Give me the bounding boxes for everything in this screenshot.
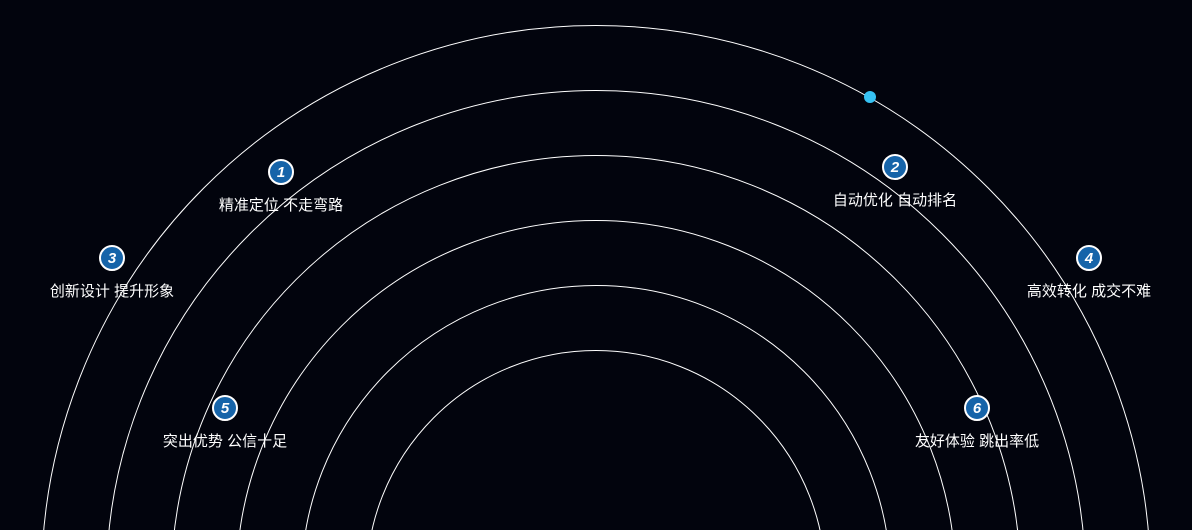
feature-node-3: 3 xyxy=(99,245,125,271)
feature-node-number: 1 xyxy=(277,164,285,181)
feature-node-4: 4 xyxy=(1076,245,1102,271)
feature-node-number: 2 xyxy=(891,159,899,176)
feature-node-label: 突出优势 公信十足 xyxy=(163,430,287,451)
feature-node-2: 2 xyxy=(882,154,908,180)
feature-node-number: 4 xyxy=(1085,250,1093,267)
feature-node-1: 1 xyxy=(268,159,294,185)
feature-node-6: 6 xyxy=(964,395,990,421)
feature-node-number: 6 xyxy=(973,400,981,417)
accent-marker-dot xyxy=(864,91,876,103)
feature-node-label: 高效转化 成交不难 xyxy=(1027,280,1151,301)
feature-node-number: 3 xyxy=(108,250,116,267)
feature-node-label: 创新设计 提升形象 xyxy=(50,280,174,301)
feature-node-number: 5 xyxy=(221,400,229,417)
feature-node-label: 自动优化 自动排名 xyxy=(833,189,957,210)
feature-node-label: 友好体验 跳出率低 xyxy=(915,430,1039,451)
diagram-stage: 1 精准定位 不走弯路 2 自动优化 自动排名 3 创新设计 提升形象 4 高效转化 成交不难… xyxy=(0,0,1192,530)
feature-node-5: 5 xyxy=(212,395,238,421)
feature-node-label: 精准定位 不走弯路 xyxy=(219,194,343,215)
